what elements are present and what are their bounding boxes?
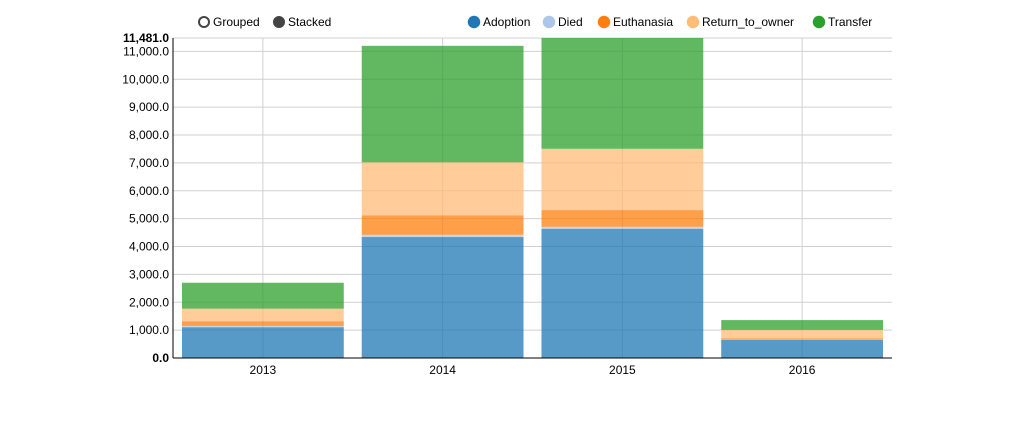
x-tick: 2016 xyxy=(789,363,816,377)
bar-2013-return-to-owner[interactable] xyxy=(181,308,344,322)
bar-2014-died[interactable] xyxy=(361,234,524,238)
y-tick-label: 4,000.0 xyxy=(129,240,169,254)
y-tick: 7,000.0 xyxy=(129,156,169,170)
legend-item-return-to-owner[interactable]: Return_to_owner xyxy=(686,15,795,29)
x-axis: 2013 2014 2015 2016 xyxy=(173,357,892,377)
y-tick-label: 11,000.0 xyxy=(123,44,169,58)
bar-2013-adoption[interactable] xyxy=(181,327,344,358)
bar-2014-transfer[interactable] xyxy=(361,45,524,163)
legend-swatch xyxy=(467,15,481,29)
y-tick: 10,000.0 xyxy=(122,72,169,86)
bar-2014-adoption[interactable] xyxy=(361,237,524,358)
y-tick-label: 3,000.0 xyxy=(129,267,169,281)
legend-item-adoption[interactable]: Adoption xyxy=(467,15,531,29)
y-tick: 6,000.0 xyxy=(129,184,169,198)
x-tick-label: 2014 xyxy=(429,363,456,377)
bar-2014-return-to-owner[interactable] xyxy=(361,162,524,216)
y-axis: 0.0 1,000.0 2,000.0 3,000.0 4,000.0 5,000.0 6,… xyxy=(122,31,174,365)
y-max-tick: 11,481.0 xyxy=(123,31,169,45)
mode-stacked-label: Stacked xyxy=(288,15,331,29)
mode-grouped-label: Grouped xyxy=(213,15,260,29)
bar-2013-euthanasia[interactable] xyxy=(181,321,344,326)
y-tick: 8,000.0 xyxy=(129,128,169,142)
y-tick-label: 10,000.0 xyxy=(122,72,169,86)
y-tick: 2,000.0 xyxy=(129,295,169,309)
bar-2015-return-to-owner[interactable] xyxy=(541,148,704,211)
legend-item-died[interactable]: Died xyxy=(542,15,583,29)
y-tick-label: 1,000.0 xyxy=(129,323,169,337)
y-tick: 4,000.0 xyxy=(129,240,169,254)
y-tick-label: 2,000.0 xyxy=(129,295,169,309)
bar-2016-return-to-owner[interactable] xyxy=(721,329,884,339)
y-tick: 5,000.0 xyxy=(129,212,169,226)
legend-label: Died xyxy=(558,15,583,29)
y-tick: 11,000.0 xyxy=(123,44,169,58)
mode-grouped-toggle[interactable]: Grouped xyxy=(198,15,260,29)
bar-2014-euthanasia[interactable] xyxy=(361,215,524,235)
legend-item-transfer[interactable]: Transfer xyxy=(812,15,873,29)
legend-swatch xyxy=(542,15,556,29)
bar-2013-transfer[interactable] xyxy=(181,282,344,309)
legend-label: Return_to_owner xyxy=(702,15,794,29)
y-max-label: 11,481.0 xyxy=(123,31,169,45)
y-tick-label: 9,000.0 xyxy=(129,100,169,114)
bar-2016-euthanasia[interactable] xyxy=(721,338,884,340)
legend-swatch xyxy=(686,15,700,29)
y-tick-label: 6,000.0 xyxy=(129,184,169,198)
y-tick: 0.0 xyxy=(152,351,169,365)
bar-2015-adoption[interactable] xyxy=(541,228,704,358)
mode-stacked-toggle[interactable]: Stacked xyxy=(273,15,331,29)
x-tick-label: 2013 xyxy=(250,363,277,377)
y-tick: 1,000.0 xyxy=(129,323,169,337)
y-tick-label: 5,000.0 xyxy=(129,212,169,226)
y-tick-label: 7,000.0 xyxy=(129,156,169,170)
x-tick: 2014 xyxy=(429,363,456,377)
chart-mode-controls: Grouped Stacked xyxy=(198,15,331,29)
mode-grouped-radio[interactable] xyxy=(198,16,210,28)
x-tick: 2013 xyxy=(250,363,277,377)
x-tick-label: 2015 xyxy=(609,363,636,377)
x-tick-label: 2016 xyxy=(789,363,816,377)
legend-label: Euthanasia xyxy=(613,15,673,29)
legend-item-euthanasia[interactable]: Euthanasia xyxy=(597,15,674,29)
y-tick: 9,000.0 xyxy=(129,100,169,114)
legend-label: Transfer xyxy=(828,15,872,29)
bar-2016-transfer[interactable] xyxy=(721,320,884,330)
bars xyxy=(181,38,884,358)
legend-swatch xyxy=(812,15,826,29)
x-tick: 2015 xyxy=(609,363,636,377)
chart-legend: Adoption Died Euthanasia Return_to_owner Tra… xyxy=(467,15,873,29)
bar-2015-transfer[interactable] xyxy=(541,38,704,149)
y-tick: 3,000.0 xyxy=(129,267,169,281)
bar-2016-adoption[interactable] xyxy=(721,339,884,358)
legend-label: Adoption xyxy=(483,15,530,29)
bar-2013-died[interactable] xyxy=(181,325,344,328)
y-tick-label: 8,000.0 xyxy=(129,128,169,142)
mode-stacked-radio[interactable] xyxy=(273,16,285,28)
legend-swatch xyxy=(597,15,611,29)
bar-2015-euthanasia[interactable] xyxy=(541,210,704,227)
y-tick-label: 0.0 xyxy=(152,351,169,365)
bar-2015-died[interactable] xyxy=(541,226,704,229)
